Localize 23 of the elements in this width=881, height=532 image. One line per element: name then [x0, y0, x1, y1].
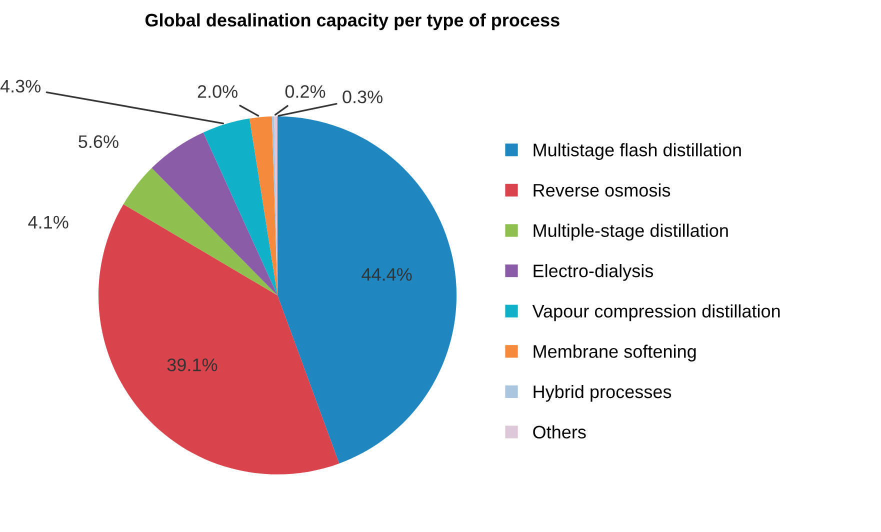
- pie-slice: [152, 132, 278, 296]
- legend-label: Hybrid processes: [534, 384, 672, 402]
- pie-slice: [250, 116, 278, 296]
- pie-slice: [203, 118, 278, 296]
- legend-label: Reverse osmosis: [534, 183, 670, 197]
- data-label: 0.2%: [285, 85, 326, 98]
- legend-label: Membrane softening: [534, 344, 696, 362]
- data-label: 0.3%: [342, 90, 382, 104]
- legend-label: Vapour compression distillation: [532, 304, 780, 322]
- pie-slice: [123, 168, 278, 296]
- chart-title: Global desalination capacity per type of process: [145, 13, 560, 30]
- data-label: 2.0%: [198, 85, 238, 98]
- data-label: 39.1%: [167, 358, 218, 372]
- legend-label: Electro-dialysis: [534, 264, 654, 281]
- data-label: 5.6%: [78, 135, 118, 148]
- legend-label: Multistage flash distillation: [534, 143, 741, 160]
- pie-slice: [98, 204, 340, 474]
- legend-label: Multiple-stage distillation: [534, 224, 728, 241]
- legend-label: Others: [533, 425, 586, 439]
- data-label: 4.3%: [0, 80, 41, 93]
- pie-slice: [278, 116, 457, 464]
- data-label: 4.1%: [28, 216, 68, 229]
- data-label: 44.4%: [362, 268, 412, 281]
